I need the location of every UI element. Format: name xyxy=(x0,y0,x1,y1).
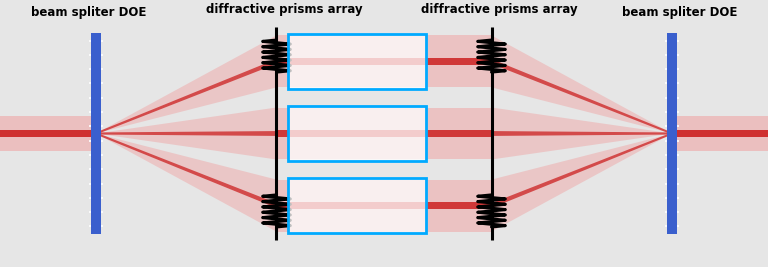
Polygon shape xyxy=(276,202,492,209)
Polygon shape xyxy=(276,36,492,87)
Polygon shape xyxy=(96,131,276,136)
Polygon shape xyxy=(492,36,672,134)
Polygon shape xyxy=(492,132,672,208)
Text: beam spliter DOE: beam spliter DOE xyxy=(622,6,737,19)
Bar xyxy=(288,34,426,89)
Polygon shape xyxy=(276,108,492,159)
Polygon shape xyxy=(96,108,276,159)
Bar xyxy=(288,106,426,161)
Polygon shape xyxy=(0,116,96,151)
Polygon shape xyxy=(276,130,492,137)
Bar xyxy=(667,33,677,234)
Bar xyxy=(91,33,101,234)
Polygon shape xyxy=(96,134,276,231)
Text: beam spliter DOE: beam spliter DOE xyxy=(31,6,146,19)
Text: diffractive prisms array: diffractive prisms array xyxy=(206,3,362,16)
Polygon shape xyxy=(276,180,492,231)
Bar xyxy=(288,106,426,161)
Text: diffractive prisms array: diffractive prisms array xyxy=(421,3,578,16)
Bar xyxy=(288,178,426,233)
Polygon shape xyxy=(492,134,672,231)
Polygon shape xyxy=(96,36,276,134)
Bar xyxy=(288,34,426,89)
Bar xyxy=(288,178,426,233)
Polygon shape xyxy=(0,130,96,137)
Polygon shape xyxy=(492,108,672,159)
Polygon shape xyxy=(276,58,492,65)
Polygon shape xyxy=(672,116,768,151)
Polygon shape xyxy=(96,132,276,208)
Polygon shape xyxy=(492,59,672,135)
Polygon shape xyxy=(672,130,768,137)
Polygon shape xyxy=(96,59,276,135)
Polygon shape xyxy=(492,131,672,136)
